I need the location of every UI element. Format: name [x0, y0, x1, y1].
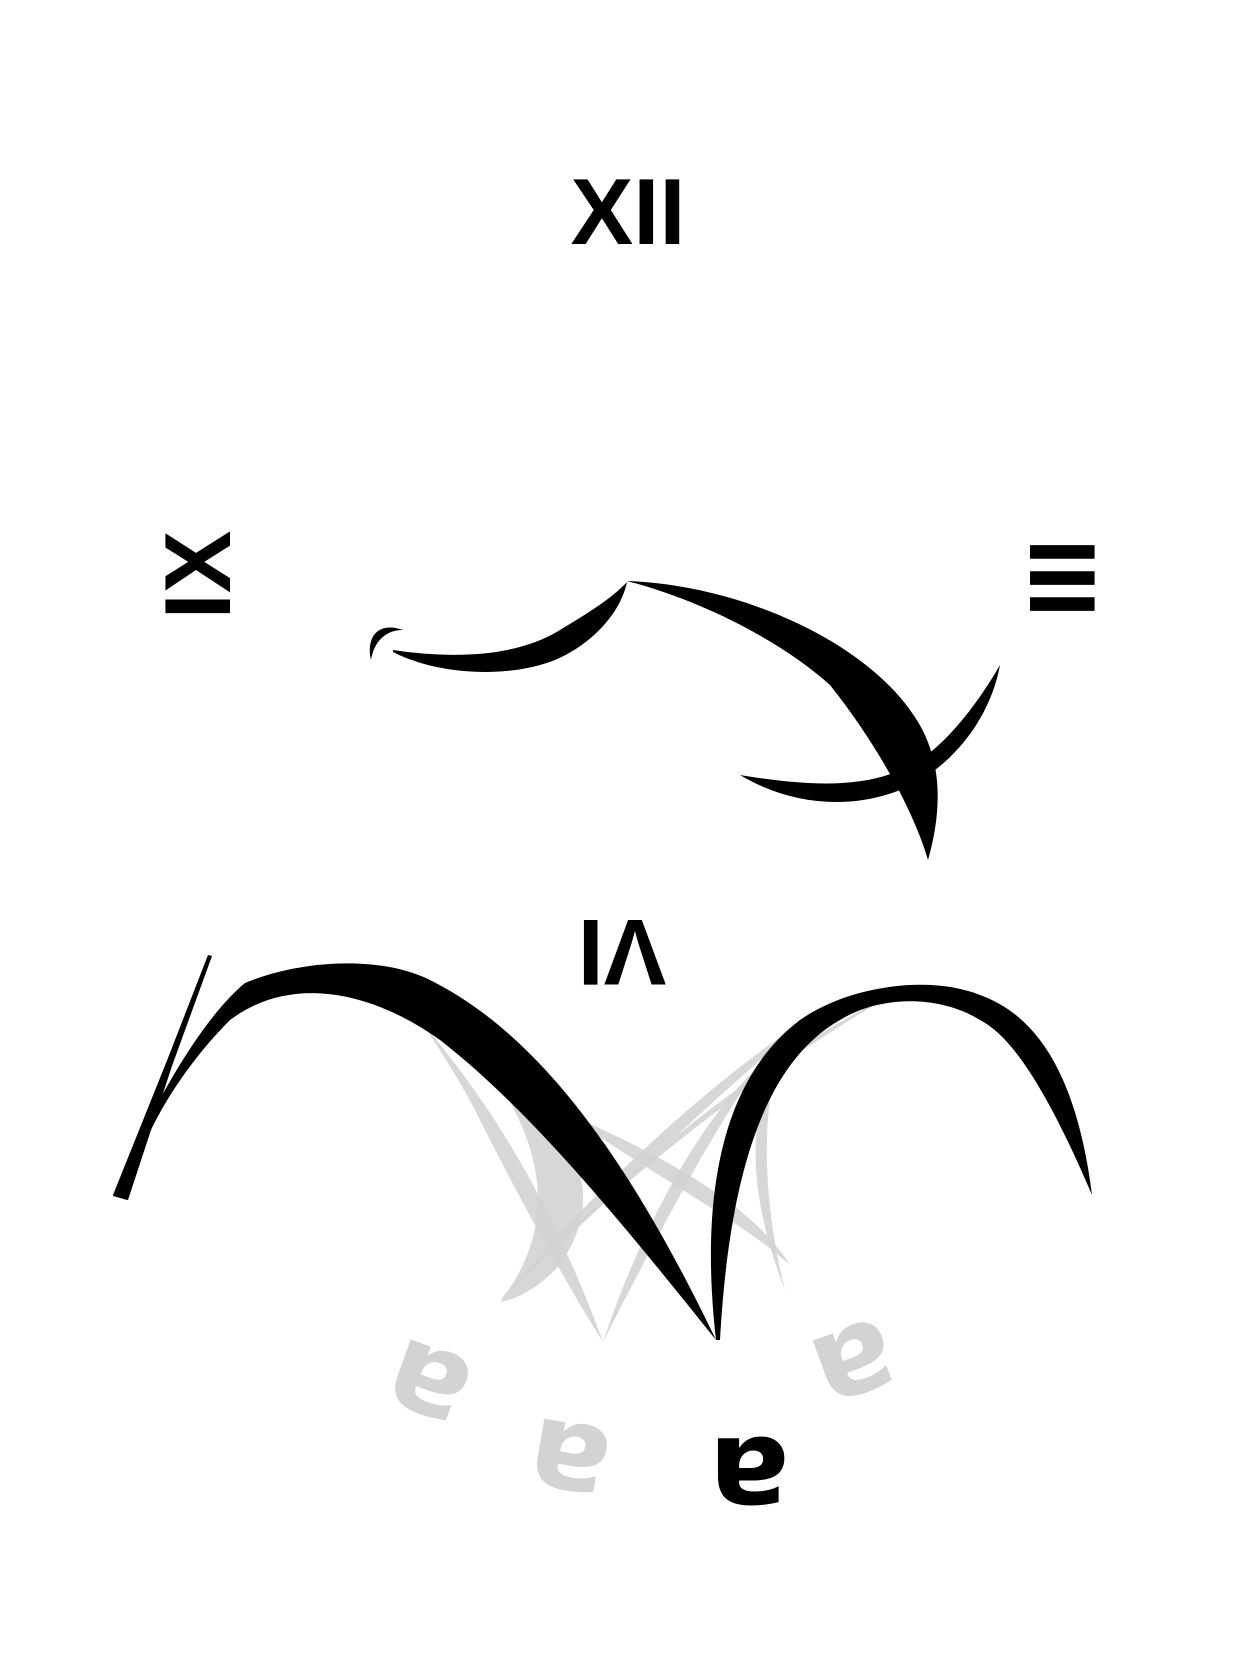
hand-swoop-left [393, 582, 627, 672]
numeral-three: III [1010, 539, 1115, 617]
hand-arch-right [710, 984, 1092, 1340]
numeral-six: VI [578, 900, 667, 1005]
ghost-letter-1: a [364, 1309, 488, 1467]
hand-arch-left [113, 963, 716, 1340]
numeral-twelve: XII [571, 159, 686, 264]
solid-letter: a [709, 1409, 790, 1548]
hand-arc-cross [740, 665, 1000, 802]
hand-arc-long [627, 581, 938, 860]
ghost-letter-2: a [516, 1388, 620, 1539]
hand-hook-stroke [369, 627, 403, 660]
ghost-letter-3: a [794, 1289, 918, 1447]
hand-arch-left-tip [113, 955, 212, 1200]
numeral-nine: IX [145, 531, 250, 620]
